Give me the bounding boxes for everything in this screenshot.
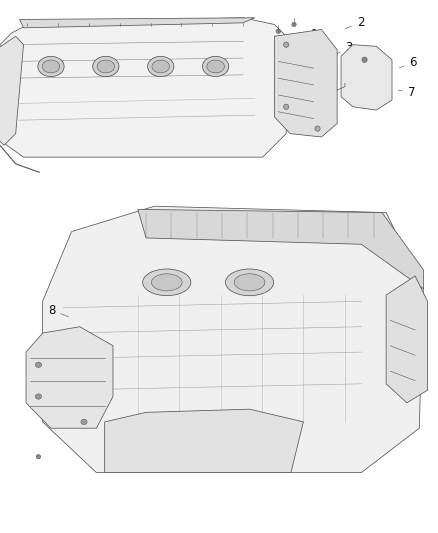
Polygon shape <box>0 36 24 146</box>
Ellipse shape <box>292 22 296 27</box>
Ellipse shape <box>81 419 87 424</box>
Text: 9: 9 <box>52 341 64 360</box>
Polygon shape <box>105 409 304 473</box>
Polygon shape <box>138 209 424 289</box>
Ellipse shape <box>148 56 174 77</box>
Polygon shape <box>386 276 427 403</box>
Ellipse shape <box>38 56 64 77</box>
Ellipse shape <box>152 274 182 291</box>
Ellipse shape <box>36 455 41 459</box>
Polygon shape <box>20 18 255 28</box>
Ellipse shape <box>283 42 289 47</box>
Ellipse shape <box>202 56 229 77</box>
Text: 5: 5 <box>301 92 314 104</box>
Polygon shape <box>341 45 392 110</box>
Ellipse shape <box>93 56 119 77</box>
Text: 2: 2 <box>345 16 364 29</box>
Ellipse shape <box>35 394 42 399</box>
Ellipse shape <box>276 29 280 34</box>
Ellipse shape <box>42 60 60 73</box>
Ellipse shape <box>315 126 320 131</box>
Ellipse shape <box>283 104 289 109</box>
Polygon shape <box>26 327 113 428</box>
Ellipse shape <box>207 60 224 73</box>
Text: 7: 7 <box>398 86 416 99</box>
Text: 8: 8 <box>48 304 68 317</box>
Ellipse shape <box>97 60 115 73</box>
Text: 1: 1 <box>297 28 318 41</box>
Text: 3: 3 <box>336 42 353 54</box>
Ellipse shape <box>35 362 42 367</box>
Ellipse shape <box>152 60 170 73</box>
Polygon shape <box>42 206 424 473</box>
Ellipse shape <box>226 269 274 296</box>
Ellipse shape <box>362 57 367 62</box>
Ellipse shape <box>234 274 265 291</box>
Polygon shape <box>0 18 286 157</box>
Ellipse shape <box>143 269 191 296</box>
Polygon shape <box>274 29 337 137</box>
Text: 4: 4 <box>291 77 305 90</box>
Text: 6: 6 <box>399 56 417 69</box>
